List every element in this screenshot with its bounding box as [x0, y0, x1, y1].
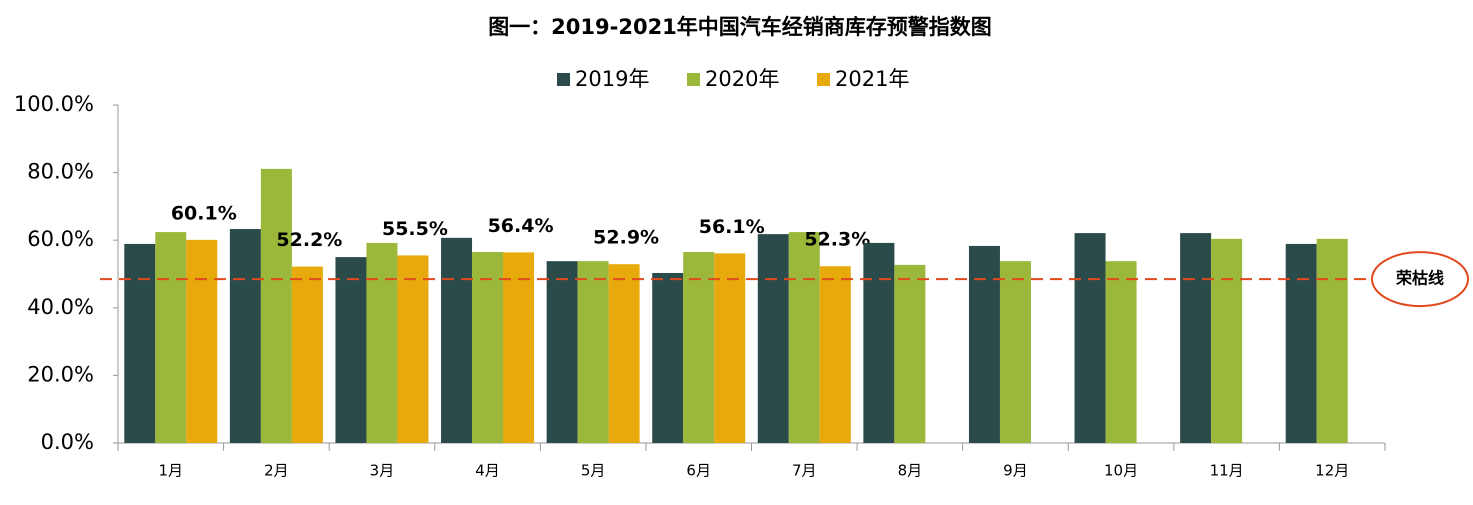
bar: [1211, 238, 1243, 443]
bar: [652, 272, 684, 443]
legend-label: 2019年: [575, 67, 649, 91]
bar: [577, 261, 609, 443]
data-label: 56.4%: [488, 215, 554, 237]
bar: [503, 252, 535, 443]
bar: [155, 232, 187, 443]
bar: [1180, 233, 1212, 443]
bar: [291, 266, 323, 443]
bar: [1316, 238, 1348, 443]
x-tick-label: 7月: [792, 462, 817, 480]
y-tick-label: 0.0%: [41, 430, 94, 454]
data-label: 52.3%: [804, 229, 870, 251]
bar: [863, 242, 895, 443]
bar: [546, 261, 578, 443]
y-tick-label: 40.0%: [27, 295, 94, 319]
bar: [1074, 233, 1106, 443]
x-tick-label: 8月: [898, 462, 923, 480]
data-label: 56.1%: [699, 216, 765, 238]
y-tick-label: 100.0%: [14, 92, 94, 116]
bar: [124, 243, 156, 443]
y-tick-label: 20.0%: [27, 362, 94, 386]
x-tick-label: 4月: [475, 462, 500, 480]
data-label: 52.2%: [276, 229, 342, 251]
bar: [260, 168, 292, 443]
bar: [819, 266, 851, 443]
bar: [968, 245, 1000, 443]
x-tick-label: 10月: [1104, 462, 1138, 480]
bar: [186, 239, 218, 443]
bar: [894, 264, 926, 443]
x-tick-label: 2月: [264, 462, 289, 480]
bar: [1285, 243, 1317, 443]
legend-label: 2021年: [835, 67, 909, 91]
x-tick-label: 12月: [1315, 462, 1349, 480]
bar: [999, 261, 1031, 443]
bar: [683, 252, 715, 443]
data-label: 55.5%: [382, 218, 448, 240]
x-tick-label: 11月: [1210, 462, 1244, 480]
x-tick-label: 1月: [159, 462, 184, 480]
bar: [335, 257, 367, 443]
chart-title: 图一：2019-2021年中国汽车经销商库存预警指数图: [488, 15, 992, 39]
bar: [608, 264, 640, 443]
legend-swatch: [687, 73, 700, 86]
x-tick-label: 3月: [370, 462, 395, 480]
bar: [472, 252, 504, 443]
bar: [441, 237, 473, 443]
bar: [788, 232, 820, 443]
x-tick-label: 6月: [686, 462, 711, 480]
bar: [757, 234, 789, 443]
bar: [229, 229, 261, 443]
data-label: 52.9%: [593, 227, 659, 249]
threshold-label: 荣枯线: [1395, 269, 1444, 288]
legend-label: 2020年: [705, 67, 779, 91]
x-tick-label: 5月: [581, 462, 606, 480]
threshold-circle: [1371, 251, 1469, 308]
bar: [714, 253, 746, 443]
data-label: 60.1%: [171, 202, 237, 224]
y-tick-label: 80.0%: [27, 160, 94, 184]
y-tick-label: 60.0%: [27, 227, 94, 251]
bar: [1105, 261, 1137, 443]
legend-swatch: [557, 73, 570, 86]
bar: [366, 242, 398, 443]
x-tick-label: 9月: [1003, 462, 1028, 480]
legend-swatch: [817, 73, 830, 86]
bar: [397, 255, 429, 443]
